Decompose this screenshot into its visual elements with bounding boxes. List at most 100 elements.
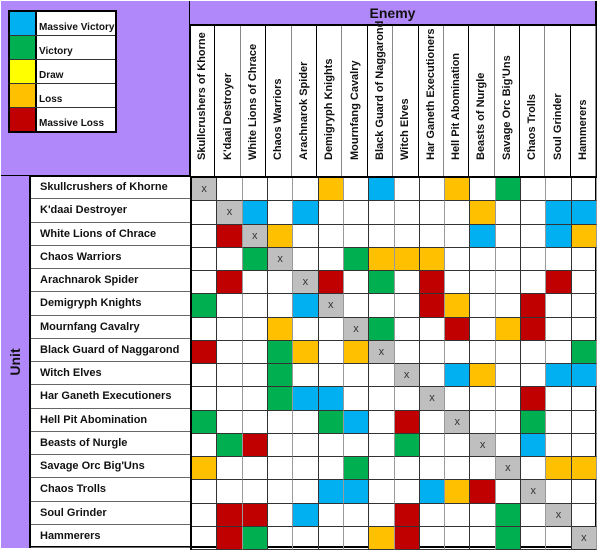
matchup-cell[interactable] bbox=[318, 526, 344, 550]
matchup-cell[interactable] bbox=[267, 480, 294, 504]
matchup-cell[interactable] bbox=[267, 387, 294, 411]
matchup-cell[interactable] bbox=[369, 224, 395, 248]
matchup-cell[interactable] bbox=[369, 457, 395, 481]
matchup-cell[interactable] bbox=[445, 480, 471, 504]
matchup-cell[interactable] bbox=[394, 294, 420, 318]
matchup-cell[interactable] bbox=[192, 364, 218, 388]
matchup-cell[interactable] bbox=[242, 457, 268, 481]
matchup-cell[interactable] bbox=[217, 224, 243, 248]
matchup-cell[interactable] bbox=[470, 503, 496, 527]
matchup-cell[interactable] bbox=[546, 364, 572, 388]
matchup-cell[interactable] bbox=[521, 364, 547, 388]
matchup-cell[interactable] bbox=[571, 178, 597, 202]
matchup-cell[interactable] bbox=[192, 271, 218, 295]
matchup-cell[interactable] bbox=[369, 480, 395, 504]
matchup-cell[interactable] bbox=[445, 526, 471, 550]
matchup-cell[interactable]: x bbox=[521, 480, 547, 504]
matchup-cell[interactable] bbox=[369, 317, 395, 341]
matchup-cell[interactable] bbox=[495, 340, 522, 364]
matchup-cell[interactable] bbox=[470, 224, 496, 248]
matchup-cell[interactable] bbox=[394, 271, 420, 295]
matchup-cell[interactable] bbox=[318, 340, 344, 364]
matchup-cell[interactable] bbox=[217, 317, 243, 341]
matchup-cell[interactable] bbox=[419, 410, 446, 434]
matchup-cell[interactable] bbox=[267, 294, 294, 318]
matchup-cell[interactable] bbox=[571, 480, 597, 504]
matchup-cell[interactable] bbox=[521, 247, 547, 271]
matchup-cell[interactable] bbox=[495, 247, 522, 271]
matchup-cell[interactable] bbox=[242, 387, 268, 411]
matchup-cell[interactable] bbox=[445, 364, 471, 388]
matchup-cell[interactable] bbox=[546, 294, 572, 318]
matchup-cell[interactable] bbox=[293, 340, 319, 364]
matchup-cell[interactable] bbox=[293, 457, 319, 481]
matchup-cell[interactable] bbox=[318, 178, 344, 202]
matchup-cell[interactable] bbox=[293, 364, 319, 388]
matchup-cell[interactable] bbox=[470, 480, 496, 504]
matchup-cell[interactable] bbox=[192, 340, 218, 364]
matchup-cell[interactable] bbox=[343, 178, 370, 202]
matchup-cell[interactable] bbox=[419, 340, 446, 364]
matchup-cell[interactable] bbox=[217, 526, 243, 550]
matchup-cell[interactable] bbox=[571, 387, 597, 411]
matchup-cell[interactable] bbox=[546, 457, 572, 481]
matchup-cell[interactable] bbox=[343, 340, 370, 364]
matchup-cell[interactable] bbox=[293, 247, 319, 271]
matchup-cell[interactable]: x bbox=[318, 294, 344, 318]
matchup-cell[interactable] bbox=[242, 178, 268, 202]
matchup-cell[interactable] bbox=[521, 317, 547, 341]
matchup-cell[interactable] bbox=[217, 271, 243, 295]
matchup-cell[interactable] bbox=[521, 294, 547, 318]
matchup-cell[interactable] bbox=[242, 410, 268, 434]
matchup-cell[interactable]: x bbox=[242, 224, 268, 248]
matchup-cell[interactable] bbox=[445, 201, 471, 225]
matchup-cell[interactable] bbox=[419, 526, 446, 550]
matchup-cell[interactable] bbox=[521, 271, 547, 295]
matchup-cell[interactable] bbox=[242, 247, 268, 271]
matchup-cell[interactable] bbox=[495, 224, 522, 248]
matchup-cell[interactable] bbox=[495, 526, 522, 550]
matchup-cell[interactable] bbox=[242, 526, 268, 550]
matchup-cell[interactable] bbox=[318, 224, 344, 248]
matchup-cell[interactable] bbox=[546, 480, 572, 504]
matchup-cell[interactable] bbox=[343, 387, 370, 411]
matchup-cell[interactable] bbox=[293, 410, 319, 434]
matchup-cell[interactable] bbox=[470, 340, 496, 364]
matchup-cell[interactable] bbox=[318, 201, 344, 225]
matchup-cell[interactable] bbox=[369, 387, 395, 411]
matchup-cell[interactable] bbox=[470, 271, 496, 295]
matchup-cell[interactable]: x bbox=[571, 526, 597, 550]
matchup-cell[interactable] bbox=[546, 224, 572, 248]
matchup-cell[interactable] bbox=[495, 433, 522, 457]
matchup-cell[interactable] bbox=[267, 526, 294, 550]
matchup-cell[interactable] bbox=[394, 340, 420, 364]
matchup-cell[interactable] bbox=[369, 364, 395, 388]
matchup-cell[interactable] bbox=[546, 178, 572, 202]
matchup-cell[interactable] bbox=[293, 201, 319, 225]
matchup-cell[interactable]: x bbox=[419, 387, 446, 411]
matchup-cell[interactable] bbox=[217, 247, 243, 271]
matchup-cell[interactable] bbox=[192, 526, 218, 550]
matchup-cell[interactable] bbox=[217, 364, 243, 388]
matchup-cell[interactable] bbox=[267, 317, 294, 341]
matchup-cell[interactable] bbox=[369, 247, 395, 271]
matchup-cell[interactable] bbox=[394, 526, 420, 550]
matchup-cell[interactable] bbox=[571, 271, 597, 295]
matchup-cell[interactable] bbox=[571, 433, 597, 457]
matchup-cell[interactable] bbox=[571, 317, 597, 341]
matchup-cell[interactable] bbox=[242, 201, 268, 225]
matchup-cell[interactable] bbox=[495, 480, 522, 504]
matchup-cell[interactable] bbox=[571, 294, 597, 318]
matchup-cell[interactable] bbox=[470, 364, 496, 388]
matchup-cell[interactable] bbox=[470, 201, 496, 225]
matchup-cell[interactable] bbox=[571, 247, 597, 271]
matchup-cell[interactable] bbox=[343, 364, 370, 388]
matchup-cell[interactable] bbox=[521, 178, 547, 202]
matchup-cell[interactable] bbox=[394, 317, 420, 341]
matchup-cell[interactable] bbox=[521, 433, 547, 457]
matchup-cell[interactable] bbox=[318, 387, 344, 411]
matchup-cell[interactable] bbox=[419, 480, 446, 504]
matchup-cell[interactable] bbox=[546, 247, 572, 271]
matchup-cell[interactable] bbox=[293, 480, 319, 504]
matchup-cell[interactable] bbox=[293, 503, 319, 527]
